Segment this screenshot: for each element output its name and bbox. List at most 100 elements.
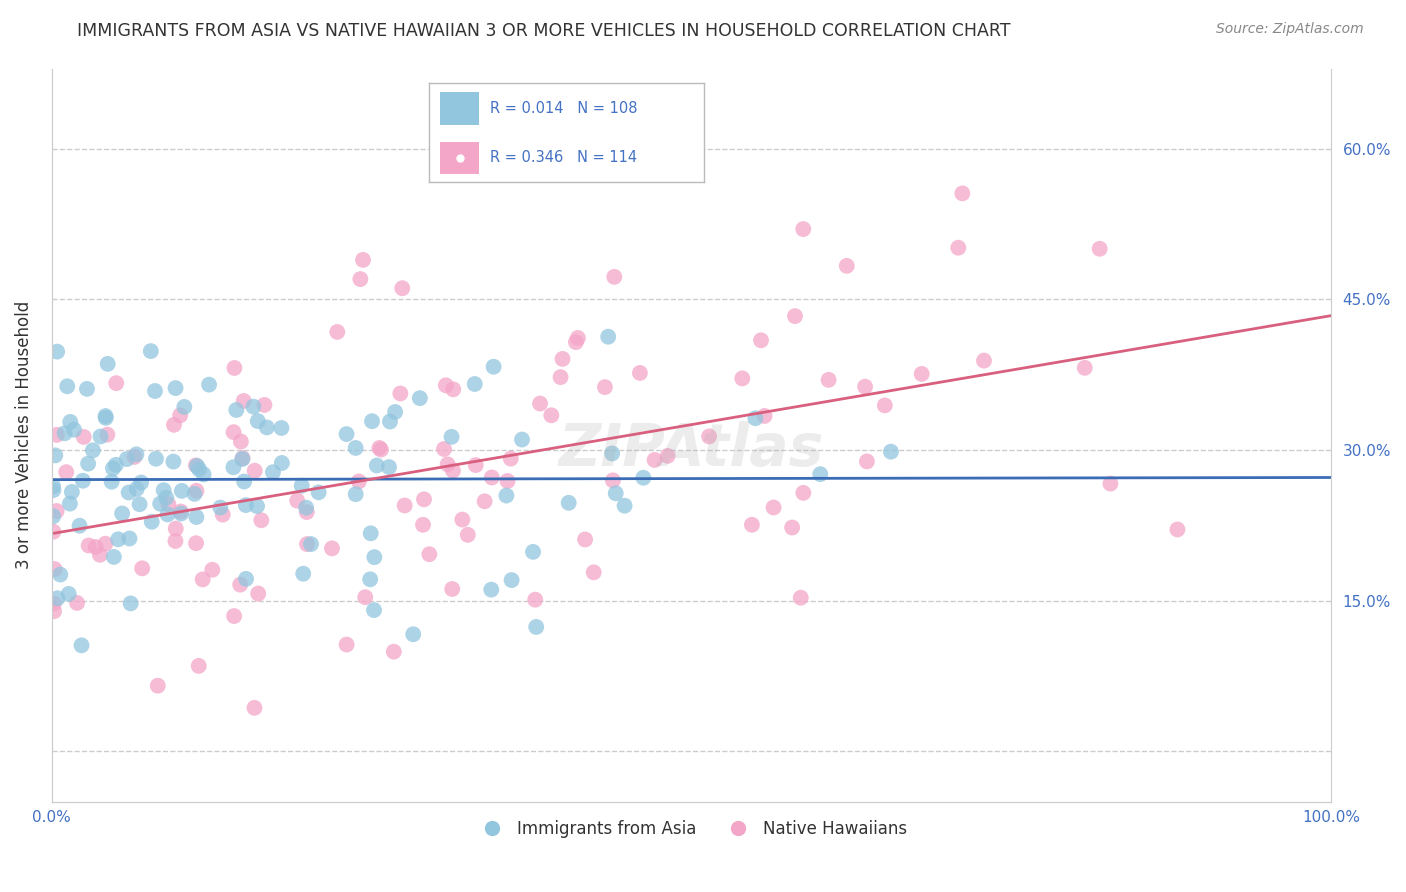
Point <box>183 487 205 501</box>
Point <box>242 400 264 414</box>
Point <box>125 482 148 496</box>
Point <box>349 272 371 286</box>
Point <box>370 442 392 457</box>
Point <box>440 430 463 444</box>
Point <box>225 403 247 417</box>
Point <box>481 470 503 484</box>
Point <box>73 430 96 444</box>
Point <box>89 548 111 562</box>
Point <box>157 497 180 511</box>
Point <box>42 597 65 611</box>
Point <box>96 427 118 442</box>
Point <box>186 510 208 524</box>
Point <box>1088 242 1111 256</box>
Point <box>170 504 193 518</box>
Point <box>270 456 292 470</box>
Point <box>808 467 831 482</box>
Point <box>344 441 367 455</box>
Point <box>363 603 385 617</box>
Point <box>101 461 124 475</box>
Point <box>120 596 142 610</box>
Point <box>201 563 224 577</box>
Point <box>409 391 432 405</box>
Point <box>77 538 100 552</box>
Point <box>359 572 381 586</box>
Point <box>389 386 412 401</box>
Point <box>229 577 252 591</box>
Point <box>253 398 276 412</box>
Point <box>250 513 273 527</box>
Point <box>412 517 434 532</box>
Point <box>118 532 141 546</box>
Point <box>76 382 98 396</box>
Point <box>295 537 318 551</box>
Point <box>790 591 813 605</box>
Point <box>246 414 269 428</box>
Point <box>783 309 806 323</box>
Point <box>149 497 172 511</box>
Point <box>44 449 66 463</box>
Point <box>163 417 186 432</box>
Point <box>42 524 65 539</box>
Point <box>835 259 858 273</box>
Point <box>762 500 785 515</box>
Point <box>94 409 117 423</box>
Point <box>633 471 655 485</box>
Point <box>308 485 330 500</box>
Point <box>464 376 486 391</box>
Point <box>169 409 191 423</box>
Point <box>186 458 208 473</box>
Point <box>60 484 83 499</box>
Point <box>565 335 588 350</box>
Point <box>224 361 246 376</box>
Point <box>495 489 517 503</box>
Point <box>105 376 128 391</box>
Point <box>853 379 876 393</box>
Point <box>170 507 193 521</box>
Point <box>285 493 308 508</box>
Point <box>209 500 232 515</box>
Point <box>540 409 562 423</box>
Point <box>152 483 174 498</box>
Point <box>187 658 209 673</box>
Point <box>231 452 253 467</box>
Point <box>299 537 322 551</box>
Point <box>235 572 257 586</box>
Point <box>222 425 245 439</box>
Point <box>53 426 76 441</box>
Point <box>361 414 384 428</box>
Point <box>524 592 547 607</box>
Point <box>378 415 401 429</box>
Point <box>77 457 100 471</box>
Point <box>550 370 572 384</box>
Point <box>482 359 505 374</box>
Y-axis label: 3 or more Vehicles in Household: 3 or more Vehicles in Household <box>15 301 32 569</box>
Point <box>522 545 544 559</box>
Point <box>188 462 211 476</box>
Point <box>262 465 284 479</box>
Point <box>344 487 367 501</box>
Point <box>84 540 107 554</box>
Point <box>336 638 359 652</box>
Point <box>598 329 620 343</box>
Point <box>749 334 772 348</box>
Point <box>657 449 679 463</box>
Point <box>170 483 193 498</box>
Point <box>628 366 651 380</box>
Point <box>496 474 519 488</box>
Point <box>146 679 169 693</box>
Point <box>44 562 66 576</box>
Point <box>141 515 163 529</box>
Point <box>100 475 122 489</box>
Point <box>115 452 138 467</box>
Point <box>233 475 256 489</box>
Point <box>754 409 776 423</box>
Point <box>441 464 464 478</box>
Point <box>66 596 89 610</box>
Point <box>499 451 522 466</box>
Point <box>155 491 177 505</box>
Point <box>165 381 187 395</box>
Point <box>378 460 401 475</box>
Point <box>366 458 388 473</box>
Point <box>104 458 127 472</box>
